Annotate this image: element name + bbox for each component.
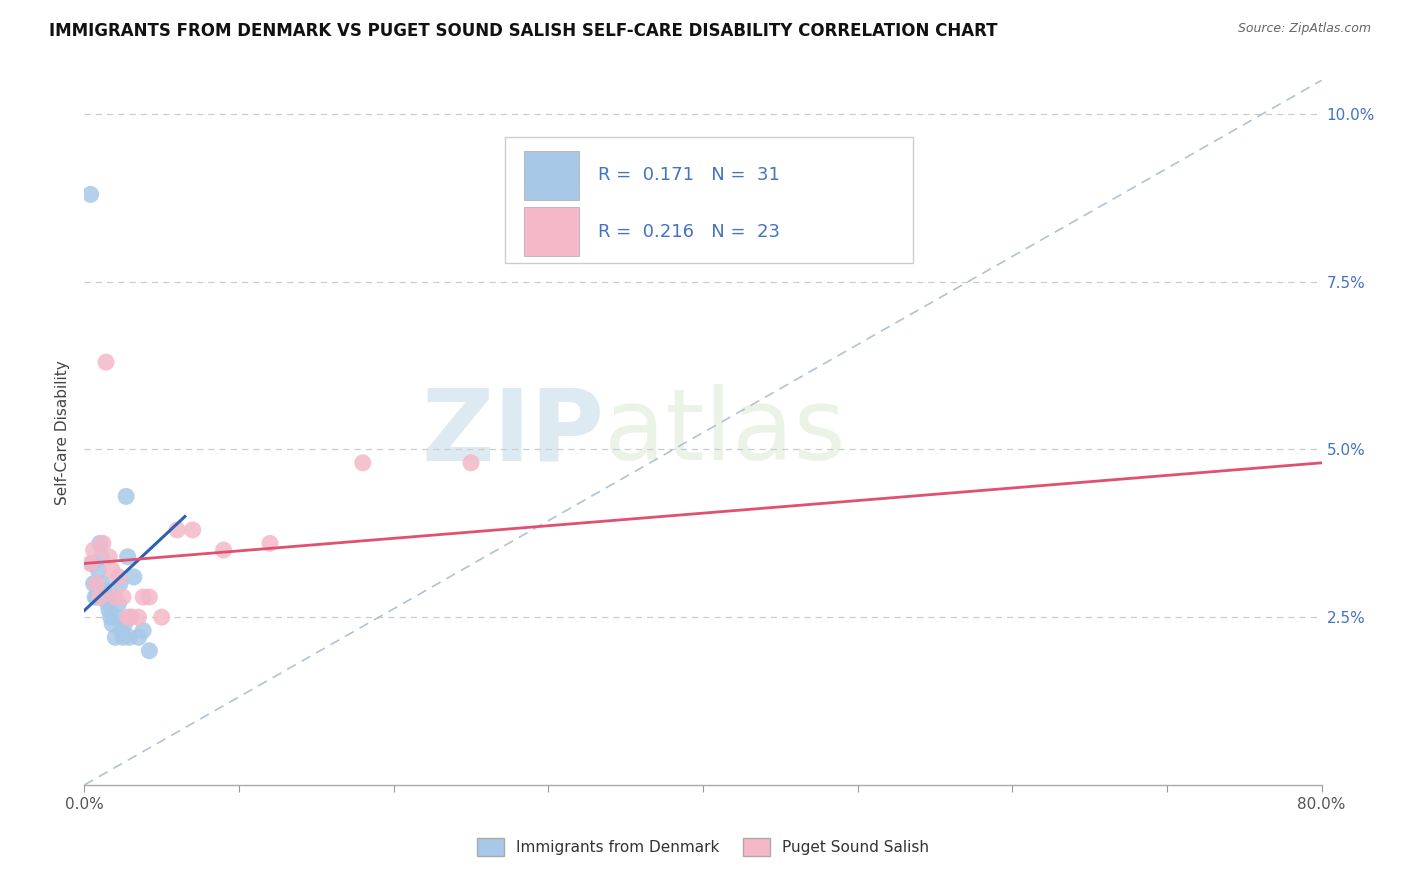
- Point: [115, 489, 138, 503]
- Bar: [523, 207, 579, 257]
- Point: [212, 543, 235, 558]
- Point: [83, 543, 105, 558]
- Point: [259, 536, 281, 550]
- Point: [112, 630, 135, 644]
- Point: [108, 576, 131, 591]
- Point: [352, 456, 374, 470]
- Point: [98, 549, 121, 564]
- Point: [83, 576, 105, 591]
- Point: [94, 590, 117, 604]
- Point: [117, 610, 139, 624]
- Point: [84, 590, 107, 604]
- Text: IMMIGRANTS FROM DENMARK VS PUGET SOUND SALISH SELF-CARE DISABILITY CORRELATION C: IMMIGRANTS FROM DENMARK VS PUGET SOUND S…: [49, 22, 998, 40]
- Point: [79, 187, 101, 202]
- Point: [460, 456, 482, 470]
- Point: [91, 576, 114, 591]
- Point: [138, 590, 160, 604]
- Point: [120, 610, 142, 624]
- Point: [117, 549, 139, 564]
- FancyBboxPatch shape: [505, 136, 914, 263]
- Point: [118, 630, 141, 644]
- Point: [150, 610, 173, 624]
- Point: [138, 644, 160, 658]
- Y-axis label: Self-Care Disability: Self-Care Disability: [55, 360, 70, 505]
- Point: [101, 616, 124, 631]
- Point: [107, 570, 129, 584]
- Point: [86, 590, 108, 604]
- Point: [132, 590, 155, 604]
- Point: [89, 536, 111, 550]
- Point: [86, 576, 108, 591]
- Point: [105, 610, 128, 624]
- Point: [181, 523, 204, 537]
- Point: [103, 590, 125, 604]
- Point: [114, 616, 136, 631]
- Point: [91, 536, 114, 550]
- Point: [166, 523, 188, 537]
- Point: [127, 610, 149, 624]
- Point: [96, 597, 118, 611]
- Text: atlas: atlas: [605, 384, 845, 481]
- Text: Source: ZipAtlas.com: Source: ZipAtlas.com: [1237, 22, 1371, 36]
- Point: [110, 624, 132, 638]
- Point: [112, 590, 135, 604]
- Point: [98, 603, 121, 617]
- Point: [107, 597, 129, 611]
- Point: [93, 583, 115, 598]
- Point: [90, 549, 112, 564]
- Text: R =  0.216   N =  23: R = 0.216 N = 23: [598, 223, 780, 241]
- Point: [100, 610, 122, 624]
- Point: [132, 624, 155, 638]
- Text: ZIP: ZIP: [422, 384, 605, 481]
- Point: [101, 563, 124, 577]
- Bar: [523, 151, 579, 200]
- Point: [127, 630, 149, 644]
- Point: [82, 557, 104, 571]
- Point: [94, 355, 117, 369]
- Point: [104, 590, 127, 604]
- Text: R =  0.171   N =  31: R = 0.171 N = 31: [598, 167, 780, 185]
- Point: [122, 570, 145, 584]
- Legend: Immigrants from Denmark, Puget Sound Salish: Immigrants from Denmark, Puget Sound Sal…: [471, 832, 935, 862]
- Point: [79, 557, 101, 571]
- Point: [104, 630, 127, 644]
- Point: [89, 590, 111, 604]
- Point: [120, 610, 142, 624]
- Point: [87, 563, 110, 577]
